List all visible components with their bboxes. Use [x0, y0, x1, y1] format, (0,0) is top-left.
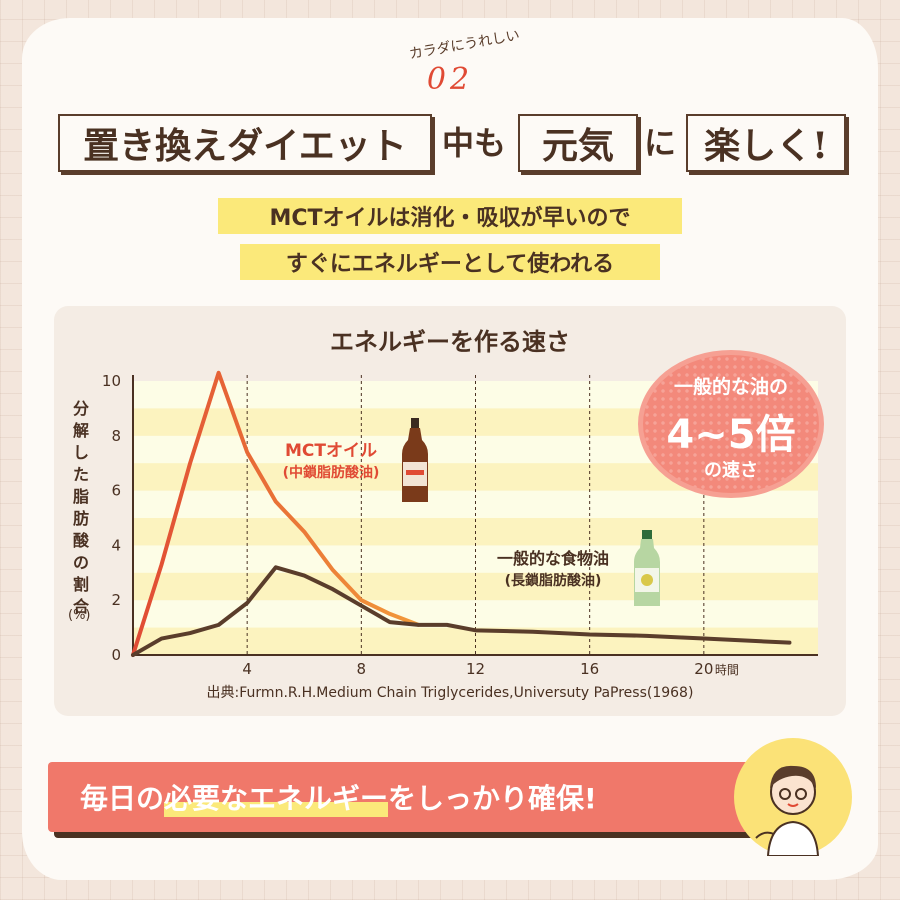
x-tick-label-16: 16	[580, 660, 599, 678]
y-tick-label-6: 6	[111, 482, 121, 500]
mct-series-label: MCTオイル (中鎖脂肪酸油)	[266, 440, 396, 484]
long-series-name: 一般的な食物油	[496, 549, 609, 568]
y-tick-label-10: 10	[102, 372, 121, 390]
doctor-avatar	[734, 738, 852, 857]
bottom-banner: 毎日の 必要なエネルギー をしっかり確保!	[48, 762, 762, 832]
mct-series-sub: (中鎖脂肪酸油)	[282, 465, 380, 481]
title-box-3: 楽しく!	[686, 114, 846, 172]
title-box-1: 置き換えダイエット	[58, 114, 432, 172]
long-series-sub: (長鎖脂肪酸油)	[504, 573, 602, 589]
x-tick-label-4: 4	[242, 660, 252, 678]
mct-oil-bottle-icon	[402, 418, 428, 502]
subtitle-line-2: すぐにエネルギーとして使われる	[240, 244, 660, 280]
y-tick-label-8: 8	[111, 427, 121, 445]
long-series-label: 一般的な食物油 (長鎖脂肪酸油)	[478, 548, 628, 592]
title-part-1: 置き換えダイエット	[83, 125, 407, 167]
mct-oil-series-line	[131, 370, 421, 657]
x-tick-label-20: 20	[694, 660, 713, 678]
y-axis-label: 分解した脂肪酸の割合	[72, 399, 89, 616]
cooking-oil-bottle-icon	[634, 530, 660, 606]
title-part-4: に	[643, 124, 676, 162]
chart-title: エネルギーを作る速さ	[330, 328, 570, 356]
y-tick-label-2: 2	[111, 591, 121, 609]
badge-line-3: の速さ	[704, 460, 758, 481]
title-part-2: 中も	[441, 124, 506, 162]
chart-source: 出典:Furmn.R.H.Medium Chain Triglycerides,…	[206, 685, 694, 701]
section-number: 02	[426, 62, 474, 97]
y-axis-unit: (%)	[68, 608, 91, 623]
title-part-5: 楽しく!	[704, 125, 828, 167]
y-tick-label-4: 4	[111, 536, 121, 554]
subtitle-line-1: MCTオイルは消化・吸収が早いので	[218, 198, 682, 234]
banner-pre: 毎日の	[80, 782, 165, 815]
y-tick-label-0: 0	[111, 646, 121, 664]
title-box-2: 元気	[518, 114, 638, 172]
speed-badge	[638, 350, 824, 498]
mct-series-name: MCTオイル	[285, 441, 377, 461]
cooking-oil-series-line	[131, 565, 792, 657]
banner-emphasis: 必要なエネルギー	[164, 777, 389, 817]
badge-line-2: 4~5倍	[666, 412, 796, 458]
banner-post: をしっかり確保!	[388, 782, 597, 815]
badge-line-1: 一般的な油の	[673, 376, 788, 398]
x-tick-label-8: 8	[357, 660, 367, 678]
x-tick-label-12: 12	[466, 660, 485, 678]
title-part-3: 元気	[541, 125, 614, 167]
x-axis-unit: 時間	[715, 663, 739, 677]
doctor-illustration-icon	[755, 765, 820, 857]
